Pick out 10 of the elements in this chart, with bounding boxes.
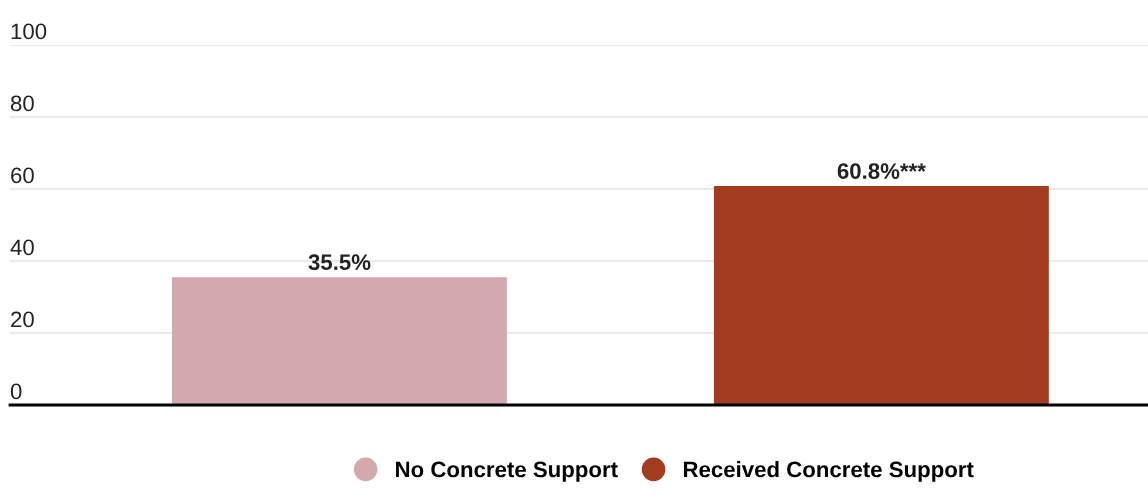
y-tick-label: 20 (11, 311, 34, 328)
y-tick-label: 40 (10, 239, 34, 256)
legend-label: Received Concrete Support (683, 461, 974, 482)
data-label: 60.8%*** (837, 163, 926, 179)
y-tick-label: 60 (11, 167, 34, 184)
y-tick-label: 0 (10, 383, 22, 400)
data-label: 35.5% (308, 254, 371, 271)
y-tick-label: 80 (10, 95, 34, 112)
legend-label: No Concrete Support (396, 461, 618, 482)
y-tick-label: 100 (11, 23, 47, 40)
